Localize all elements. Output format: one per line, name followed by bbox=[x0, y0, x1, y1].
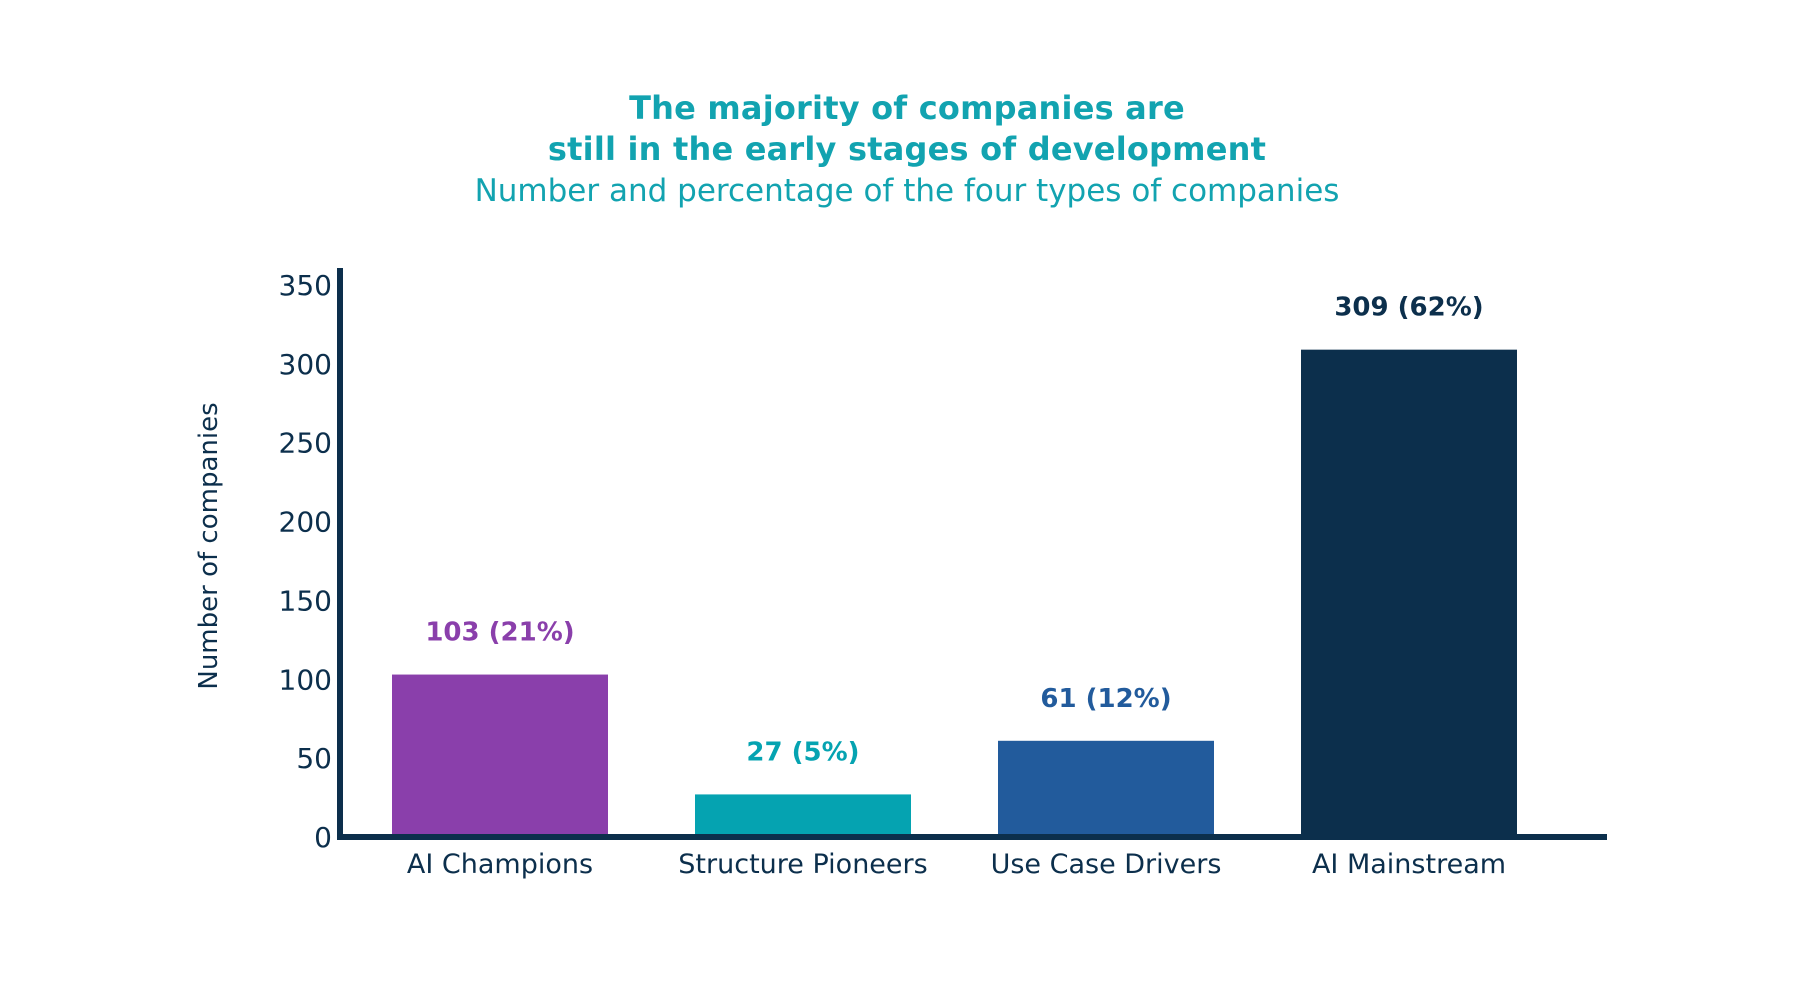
bar-structure-pioneers bbox=[695, 794, 911, 837]
y-axis-title: Number of companies bbox=[194, 402, 224, 689]
data-label: 27 (5%) bbox=[746, 737, 859, 767]
chart-title-line-1: The majority of companies are bbox=[629, 89, 1185, 127]
y-tick-label: 150 bbox=[279, 584, 332, 617]
y-axis-ticks: 0 50 100 150 200 250 300 350 bbox=[279, 269, 332, 854]
chart-title-line-2: still in the early stages of development bbox=[547, 130, 1267, 168]
axes-group bbox=[337, 268, 1607, 840]
chart-title-block: The majority of companies are still in t… bbox=[0, 88, 1814, 212]
x-tick-label: Structure Pioneers bbox=[678, 849, 927, 880]
y-tick-label: 0 bbox=[314, 821, 332, 854]
y-axis-title-group: Number of companies bbox=[194, 402, 224, 689]
y-tick-label: 350 bbox=[279, 269, 332, 302]
x-tick-label: AI Champions bbox=[407, 849, 593, 880]
y-tick-label: 50 bbox=[296, 742, 332, 775]
data-label: 61 (12%) bbox=[1040, 684, 1171, 714]
y-tick-label: 100 bbox=[279, 663, 332, 696]
bar-ai-champions bbox=[392, 674, 608, 837]
x-axis-tick-labels: AI Champions Structure Pioneers Use Case D… bbox=[407, 849, 1506, 880]
bar-ai-mainstream bbox=[1301, 349, 1517, 837]
x-tick-label: AI Mainstream bbox=[1312, 849, 1506, 880]
bar-use-case-drivers bbox=[998, 740, 1214, 837]
chart-subtitle: Number and percentage of the four types … bbox=[474, 173, 1340, 209]
data-labels-group: 103 (21%) 27 (5%) 61 (12%) 309 (62%) bbox=[425, 293, 1483, 768]
data-label: 309 (62%) bbox=[1334, 293, 1483, 323]
bars-group bbox=[392, 349, 1517, 837]
y-tick-label: 200 bbox=[279, 506, 332, 539]
y-tick-label: 300 bbox=[279, 348, 332, 381]
x-tick-label: Use Case Drivers bbox=[991, 849, 1222, 880]
data-label: 103 (21%) bbox=[425, 618, 574, 648]
y-tick-label: 250 bbox=[279, 427, 332, 460]
